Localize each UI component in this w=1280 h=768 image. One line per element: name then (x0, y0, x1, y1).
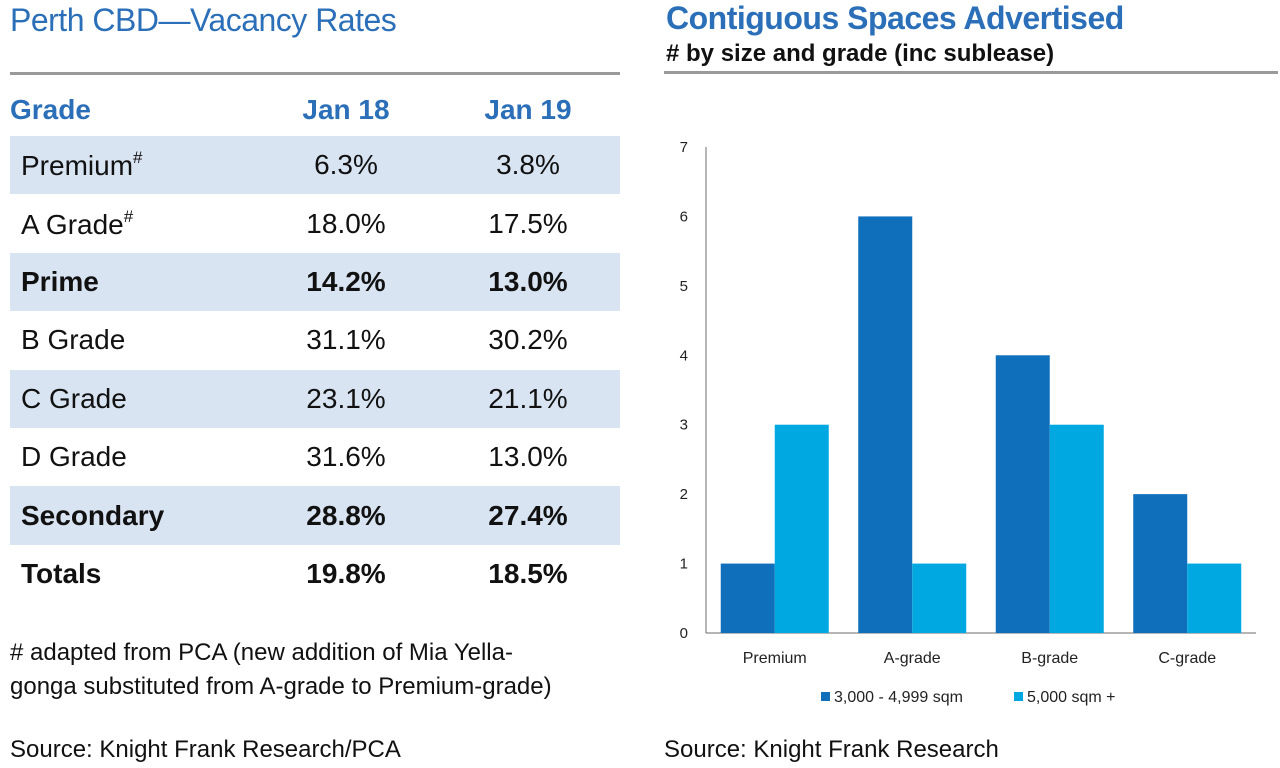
row-grade: C Grade (21, 382, 127, 414)
source-text: Knight Frank Research (753, 736, 999, 763)
footnote-mark: # (123, 206, 134, 226)
legend-label: 3,000 - 4,999 sqm (834, 689, 963, 706)
right-source: Source: Knight Frank Research (664, 736, 999, 764)
row-jan19: 27.4% (488, 499, 568, 531)
x-tick-label: A-grade (884, 650, 941, 667)
chart-subtitle: # by size and grade (inc sublease) (666, 40, 1055, 67)
table-row: B Grade 31.1% 30.2% (10, 311, 620, 369)
table-row: Prime 14.2% 13.0% (10, 252, 620, 312)
row-grade-label: Premium (21, 150, 134, 182)
legend-label: 5,000 sqm + (1027, 689, 1116, 706)
row-jan19: 13.0% (488, 265, 568, 297)
bar (995, 355, 1050, 633)
table-row: D Grade 31.6% 13.0% (10, 428, 620, 486)
x-tick-label: C-grade (1158, 650, 1216, 667)
right-title-divider (664, 71, 1278, 74)
header-jan18: Jan 18 (302, 94, 390, 125)
bar (720, 563, 775, 633)
row-jan18: 23.1% (306, 382, 386, 414)
source-label: Source: (10, 736, 93, 763)
y-tick-label: 4 (680, 347, 688, 364)
footnote-line: gonga substituted from A-grade to Premiu… (10, 673, 552, 700)
row-grade: A Grade# (10, 207, 255, 241)
row-grade: Premium# (10, 148, 255, 182)
row-grade: Totals (21, 557, 102, 589)
table-row: A Grade# 18.0% 17.5% (10, 194, 620, 252)
y-tick-label: 5 (680, 278, 688, 295)
footnote-line: # adapted from PCA (new addition of Mia … (10, 639, 513, 666)
contiguous-spaces-bar-chart: 0 1 2 3 4 5 6 7 Premium A-grade B-grade C-grade 3,00… (680, 139, 1256, 706)
row-jan18: 31.1% (306, 324, 386, 356)
row-jan18: 18.0% (306, 207, 386, 239)
bar (912, 563, 967, 633)
row-grade-label: A Grade (21, 208, 124, 240)
left-title-divider (10, 72, 620, 75)
table-row: C Grade 23.1% 21.1% (10, 369, 620, 428)
row-jan18: 6.3% (314, 149, 378, 181)
row-grade: D Grade (21, 441, 127, 473)
row-grade: Prime (21, 265, 99, 297)
row-jan19: 13.0% (488, 441, 568, 473)
vacancy-table-title: Perth CBD—Vacancy Rates (10, 2, 397, 38)
y-tick-label: 3 (680, 417, 688, 434)
y-tick-label: 6 (680, 208, 688, 225)
x-tick-label: B-grade (1021, 650, 1078, 667)
bar (858, 216, 913, 633)
left-source: Source: Knight Frank Research/PCA (10, 736, 401, 764)
footnote-mark: # (133, 148, 143, 168)
bar (1187, 563, 1242, 633)
row-jan18: 14.2% (306, 265, 386, 297)
x-tick-label: Premium (743, 650, 807, 667)
table-row: Premium# 6.3% 3.8% (10, 136, 620, 195)
bar (774, 424, 829, 633)
y-tick-label: 2 (680, 486, 688, 503)
table-row: Secondary 28.8% 27.4% (10, 486, 620, 545)
row-grade: B Grade (21, 324, 126, 356)
row-jan19: 18.5% (488, 557, 568, 589)
row-jan19: 17.5% (488, 207, 568, 239)
y-tick-label: 7 (680, 139, 688, 156)
bar (1133, 494, 1188, 633)
row-grade: Secondary (21, 499, 165, 531)
table-header-row: Grade Jan 18 Jan 19 (10, 84, 620, 136)
header-grade: Grade (10, 94, 91, 125)
row-jan19: 21.1% (488, 382, 568, 414)
header-jan19: Jan 19 (484, 94, 572, 125)
source-label: Source: (664, 736, 747, 763)
chart-title: Contiguous Spaces Advertised (666, 0, 1124, 36)
y-tick-label: 0 (680, 625, 688, 642)
row-jan18: 28.8% (306, 499, 386, 531)
table-row: Totals 19.8% 18.5% (10, 545, 620, 603)
source-text: Knight Frank Research/PCA (99, 736, 401, 763)
legend-swatch (821, 692, 830, 701)
y-tick-label: 1 (680, 556, 688, 573)
row-jan18: 19.8% (306, 557, 386, 589)
row-jan18: 31.6% (306, 441, 386, 473)
vacancy-rates-table: Grade Jan 18 Jan 19 Premium# 6.3% 3.8% A… (10, 84, 620, 603)
legend-swatch (1014, 692, 1023, 701)
row-jan19: 30.2% (488, 324, 568, 356)
table-footnote: # adapted from PCA (new addition of Mia … (10, 636, 630, 704)
bar (1049, 424, 1104, 633)
row-jan19: 3.8% (496, 149, 560, 181)
